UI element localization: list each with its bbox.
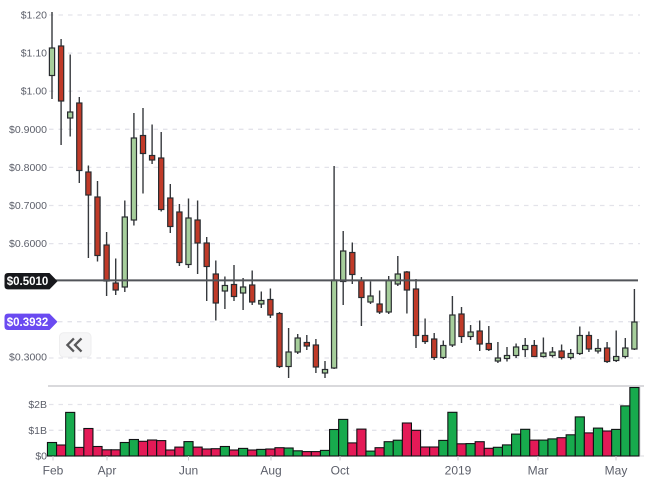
svg-text:$1.20: $1.20 [21, 10, 47, 22]
svg-text:$0.6000: $0.6000 [9, 238, 47, 250]
svg-text:$1B: $1B [28, 425, 47, 437]
svg-text:$2B: $2B [28, 399, 47, 411]
svg-text:Apr: Apr [98, 464, 117, 478]
svg-text:Oct: Oct [331, 464, 350, 478]
svg-text:Jun: Jun [179, 464, 198, 478]
svg-text:Mar: Mar [528, 464, 549, 478]
svg-text:Feb: Feb [43, 464, 64, 478]
svg-text:$0.5010: $0.5010 [7, 276, 49, 288]
svg-text:$0: $0 [35, 451, 47, 463]
svg-text:$1.10: $1.10 [21, 48, 47, 60]
svg-text:$0.9000: $0.9000 [9, 124, 47, 136]
svg-text:$0.8000: $0.8000 [9, 162, 47, 174]
svg-text:$0.7000: $0.7000 [9, 200, 47, 212]
svg-text:$1.00: $1.00 [21, 86, 47, 98]
svg-text:2019: 2019 [445, 464, 472, 478]
svg-text:$0.3932: $0.3932 [7, 317, 49, 329]
svg-text:$0.3000: $0.3000 [9, 352, 47, 364]
svg-text:May: May [605, 464, 628, 478]
svg-text:Aug: Aug [260, 464, 281, 478]
